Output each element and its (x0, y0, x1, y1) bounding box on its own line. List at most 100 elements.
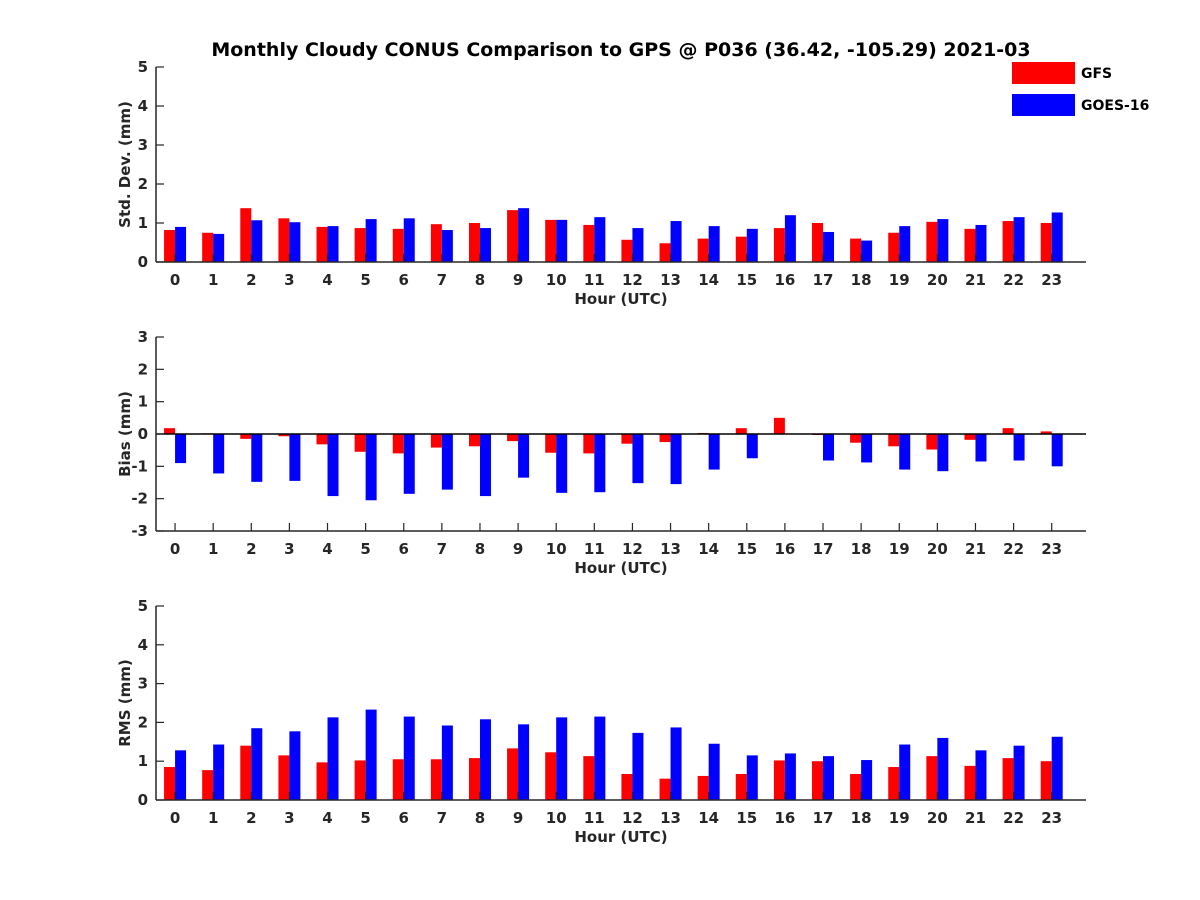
x-tick-label: 14 (698, 540, 719, 558)
bar-goes16-hour-6 (403, 218, 415, 262)
bar-gfs-hour-10 (545, 752, 557, 800)
legend: GFS GOES-16 (1012, 62, 1149, 116)
bar-goes16-hour-0 (175, 226, 187, 262)
bar-gfs-hour-3 (278, 755, 290, 800)
bar-goes16-hour-1 (213, 744, 225, 800)
bar-goes16-hour-8 (479, 228, 491, 262)
bar-goes16-hour-8 (479, 434, 491, 497)
x-tick-label: 0 (170, 271, 180, 289)
bar-goes16-hour-10 (556, 717, 568, 800)
x-tick-label: 22 (1003, 540, 1024, 558)
bar-gfs-hour-14 (697, 775, 709, 800)
y-tick-label: 1 (138, 393, 148, 411)
bar-gfs-hour-0 (164, 767, 176, 800)
x-tick-label: 21 (965, 540, 986, 558)
x-tick-label: 10 (546, 540, 567, 558)
y-tick-label: 3 (138, 136, 148, 154)
bar-gfs-hour-1 (202, 232, 214, 262)
x-tick-label: 6 (399, 809, 409, 827)
x-tick-label: 5 (360, 540, 370, 558)
bar-goes16-hour-14 (708, 743, 720, 800)
bar-gfs-hour-2 (240, 745, 252, 800)
bar-goes16-hour-7 (441, 434, 453, 490)
y-tick-label: 1 (138, 752, 148, 770)
bar-goes16-hour-2 (251, 220, 263, 262)
y-axis-label: RMS (mm) (116, 659, 134, 746)
bar-gfs-hour-18 (850, 238, 862, 262)
bar-gfs-hour-8 (468, 434, 480, 447)
bar-gfs-hour-20 (926, 756, 938, 800)
x-tick-label: 12 (622, 271, 643, 289)
x-tick-label: 21 (965, 809, 986, 827)
x-tick-label: 8 (475, 540, 485, 558)
x-tick-label: 17 (813, 271, 834, 289)
y-tick-label: 2 (138, 713, 148, 731)
x-tick-label: 18 (851, 540, 872, 558)
x-tick-label: 16 (774, 540, 795, 558)
bar-goes16-hour-10 (556, 434, 568, 493)
x-tick-label: 7 (437, 809, 447, 827)
bar-goes16-hour-19 (899, 744, 911, 800)
y-tick-label: 1 (138, 214, 148, 232)
chart-title: Monthly Cloudy CONUS Comparison to GPS @… (211, 39, 1030, 61)
y-tick-label: 4 (138, 97, 148, 115)
y-axis-label: Std. Dev. (mm) (116, 101, 134, 228)
bar-goes16-hour-23 (1051, 434, 1063, 467)
bar-goes16-hour-13 (670, 221, 682, 262)
y-tick-label: 0 (138, 425, 148, 443)
x-tick-label: 16 (774, 809, 795, 827)
y-tick-label: -1 (131, 457, 148, 475)
y-tick-label: 3 (138, 328, 148, 346)
y-tick-label: 5 (138, 58, 148, 76)
bar-goes16-hour-22 (1013, 434, 1025, 461)
bar-goes16-hour-5 (365, 219, 377, 262)
bar-gfs-hour-13 (659, 243, 671, 262)
bar-gfs-hour-3 (278, 434, 290, 437)
bar-gfs-hour-12 (621, 774, 633, 800)
bar-gfs-hour-6 (392, 759, 404, 800)
y-tick-label: 3 (138, 675, 148, 693)
x-tick-label: 10 (546, 809, 567, 827)
bar-gfs-hour-18 (850, 434, 862, 443)
y-tick-label: 0 (138, 791, 148, 809)
x-tick-label: 0 (170, 540, 180, 558)
bar-gfs-hour-13 (659, 778, 671, 800)
bar-goes16-hour-9 (518, 724, 530, 800)
bar-gfs-hour-17 (812, 761, 824, 800)
bar-gfs-hour-15 (735, 236, 747, 262)
x-tick-label: 12 (622, 540, 643, 558)
x-tick-label: 3 (284, 271, 294, 289)
bar-gfs-hour-6 (392, 228, 404, 262)
bar-gfs-hour-20 (926, 434, 938, 450)
bar-goes16-hour-9 (518, 208, 530, 262)
x-tick-label: 10 (546, 271, 567, 289)
bar-gfs-hour-9 (507, 434, 519, 442)
x-tick-label: 9 (513, 809, 523, 827)
bar-gfs-hour-23 (1040, 223, 1052, 262)
bar-gfs-hour-4 (316, 226, 328, 262)
x-tick-label: 17 (813, 809, 834, 827)
bar-goes16-hour-7 (441, 230, 453, 262)
bar-goes16-hour-16 (784, 753, 796, 800)
bar-goes16-hour-5 (365, 434, 377, 501)
bar-gfs-hour-19 (888, 232, 900, 262)
bar-goes16-hour-22 (1013, 745, 1025, 800)
x-tick-label: 1 (208, 271, 218, 289)
bar-gfs-hour-14 (697, 238, 709, 262)
bar-gfs-hour-2 (240, 208, 252, 262)
bar-goes16-hour-17 (823, 756, 835, 800)
bar-goes16-hour-1 (213, 434, 225, 474)
x-tick-label: 18 (851, 809, 872, 827)
bar-gfs-hour-10 (545, 219, 557, 262)
x-tick-label: 5 (360, 271, 370, 289)
bar-goes16-hour-21 (975, 750, 987, 800)
x-tick-label: 2 (246, 809, 256, 827)
bar-gfs-hour-21 (964, 434, 976, 440)
bar-goes16-hour-23 (1051, 212, 1063, 262)
bar-gfs-hour-4 (316, 434, 328, 445)
x-tick-label: 12 (622, 809, 643, 827)
bar-goes16-hour-3 (289, 222, 301, 262)
bar-goes16-hour-7 (441, 725, 453, 800)
bar-goes16-hour-0 (175, 750, 187, 800)
